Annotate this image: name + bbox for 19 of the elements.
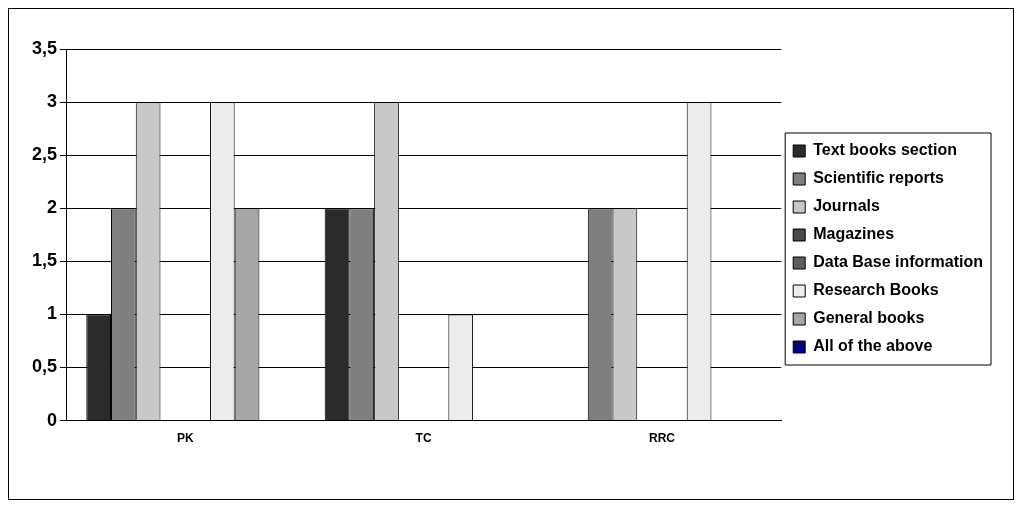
y-tick-label: 0 — [47, 409, 58, 430]
x-tick-label: TC — [415, 431, 432, 446]
legend-label: Scientific reports — [813, 169, 944, 187]
legend-label: Data Base information — [813, 253, 983, 271]
y-tick-label: 2,5 — [31, 144, 58, 165]
x-tick-label: PK — [176, 431, 194, 446]
x-tick-label: RRC — [648, 431, 676, 446]
y-tick-label: 0,5 — [31, 356, 58, 377]
y-tick-label: 3 — [47, 91, 58, 112]
legend-label: Magazines — [813, 225, 895, 243]
legend-label: Research Books — [813, 281, 939, 299]
legend-label: All of the above — [813, 337, 933, 355]
legend-label: General books — [813, 309, 925, 327]
legend-label: Journals — [813, 197, 880, 215]
y-tick-label: 2 — [47, 197, 58, 218]
legend-label: Text books section — [813, 141, 957, 159]
y-tick-label: 3,5 — [31, 37, 58, 58]
y-tick-label: 1 — [47, 303, 58, 324]
y-tick-label: 1,5 — [31, 250, 58, 271]
